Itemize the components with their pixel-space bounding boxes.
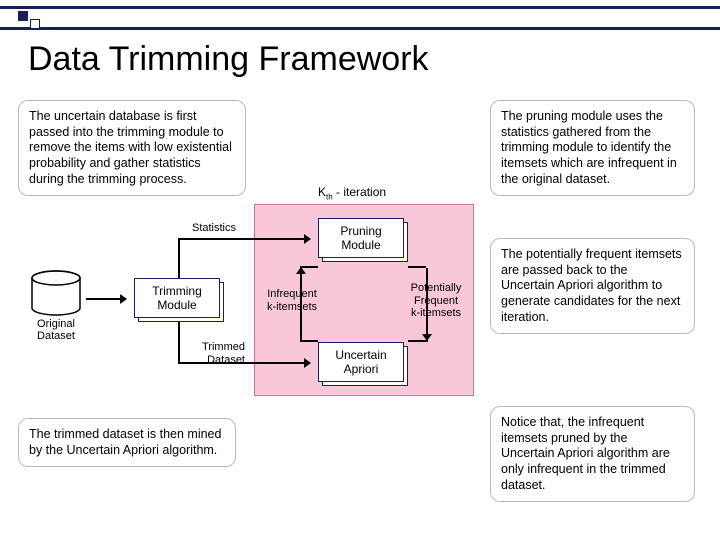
potentially-label: Potentially Frequent k-itemsets xyxy=(404,282,468,320)
trimming-module-label: Trimming Module xyxy=(137,284,217,313)
pot-l2: Frequent xyxy=(404,295,468,308)
infrequent-label: Infrequent k-itemsets xyxy=(260,288,324,313)
callout-potentially: The potentially frequent itemsets are pa… xyxy=(490,238,695,334)
uncertain-apriori: Uncertain Apriori xyxy=(318,342,408,386)
uncertain-apriori-label: Uncertain Apriori xyxy=(321,348,401,377)
kth-iter: - iteration xyxy=(333,185,386,199)
kth-iteration-label: Kth - iteration xyxy=(318,186,386,202)
arrow-stats-h xyxy=(178,238,310,240)
pot-l3: k-itemsets xyxy=(404,307,468,320)
arrow-stats-v xyxy=(178,238,180,278)
accent-square-2 xyxy=(30,19,40,29)
arrow-original-trimming xyxy=(86,298,126,300)
pruning-module: Pruning Module xyxy=(318,218,408,262)
arrow-pot-stub-bot xyxy=(408,340,428,342)
arrow-infrequent-stub-top xyxy=(300,266,318,268)
callout-notice: Notice that, the infrequent itemsets pru… xyxy=(490,406,695,502)
trimmed-dataset-label: Trimmed Dataset xyxy=(190,341,245,366)
trimmed-l2: Dataset xyxy=(190,354,245,367)
infreq-l1: Infrequent xyxy=(260,288,324,301)
arrow-infrequent-stub-bot xyxy=(300,340,318,342)
slide-title: Data Trimming Framework xyxy=(28,40,720,79)
kth-k: K xyxy=(318,185,326,199)
trimmed-l1: Trimmed xyxy=(190,341,245,354)
callout-pruning: The pruning module uses the statistics g… xyxy=(490,100,695,196)
original-label-1: Original xyxy=(24,318,88,330)
title-accent-bar xyxy=(0,6,720,30)
pot-l1: Potentially xyxy=(404,282,468,295)
callout-trimming: The uncertain database is first passed i… xyxy=(18,100,246,196)
callout-trimmed: The trimmed dataset is then mined by the… xyxy=(18,418,236,467)
arrow-trimmed-v xyxy=(178,322,180,362)
statistics-label: Statistics xyxy=(186,222,236,235)
original-label-2: Dataset xyxy=(24,330,88,342)
original-dataset: Original Dataset xyxy=(24,270,88,342)
trimming-module: Trimming Module xyxy=(134,278,224,322)
infreq-l2: k-itemsets xyxy=(260,301,324,314)
arrow-pot-stub-top xyxy=(408,266,426,268)
accent-square-1 xyxy=(18,11,28,21)
database-icon xyxy=(28,270,84,318)
pruning-module-label: Pruning Module xyxy=(321,224,401,253)
